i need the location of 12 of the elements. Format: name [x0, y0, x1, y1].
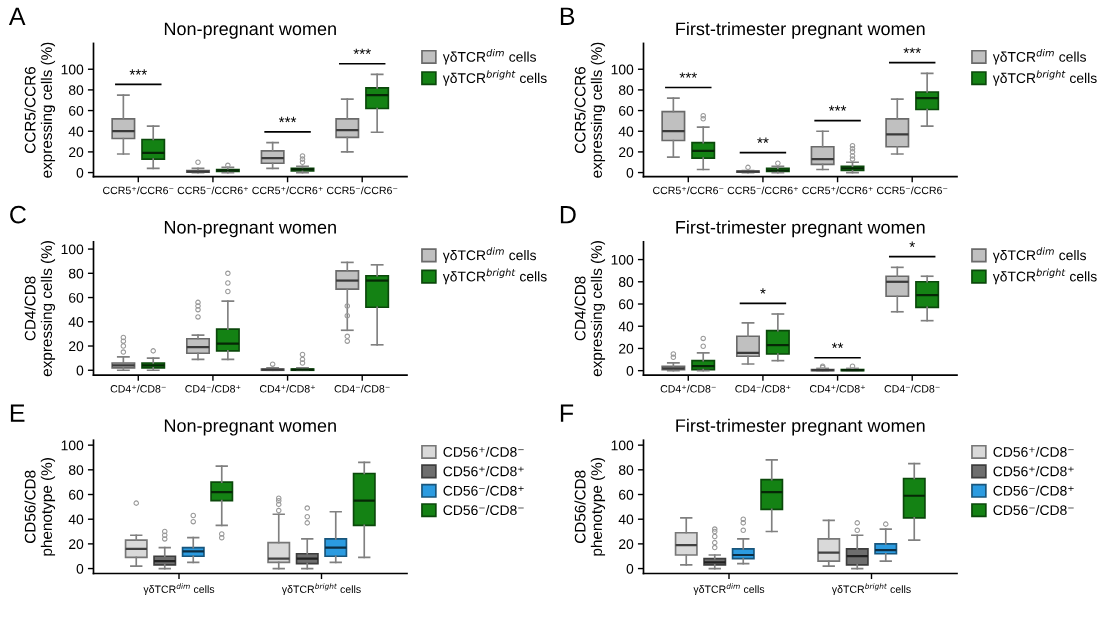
chart-title: First-trimester pregnant women — [676, 220, 925, 238]
text: A — [8, 7, 26, 25]
chart-title: Non-pregnant women — [164, 221, 336, 238]
text: B — [560, 7, 575, 25]
text: D — [560, 206, 576, 224]
text: E — [10, 404, 25, 422]
text: C — [10, 205, 26, 224]
chart-title: Non-pregnant women — [164, 22, 336, 39]
chart-title: First-trimester pregnant women — [676, 21, 925, 39]
chart-title: First-trimester pregnant women — [676, 418, 925, 436]
text: F — [560, 404, 574, 422]
chart-title: Non-pregnant women — [164, 419, 336, 436]
